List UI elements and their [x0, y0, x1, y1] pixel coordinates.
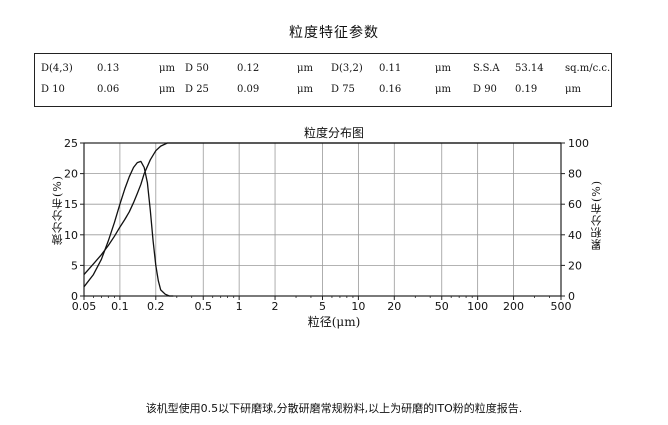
- param-value: 0.19: [515, 84, 538, 95]
- param-unit: μm: [159, 63, 175, 74]
- param-value: 0.11: [379, 63, 402, 74]
- chart-title: 粒度分布图: [303, 126, 364, 140]
- y-axis-left-label: 微分分布(%): [51, 175, 64, 246]
- x-tick-label: 200: [503, 300, 524, 313]
- param-unit: μm: [159, 84, 175, 95]
- y-axis-right-label: 累积分布(%): [590, 180, 603, 251]
- cumulative-distribution-line: [83, 142, 561, 276]
- param-value: 0.16: [379, 84, 402, 95]
- y-right-tick-label: 60: [568, 198, 582, 211]
- param-value: 0.13: [97, 63, 120, 74]
- x-tick-label: 0.5: [195, 300, 213, 313]
- y-left-tick-label: 20: [64, 168, 78, 181]
- params-row: D(4,3) 0.13 μm D 50 0.12 μm D(3,2) 0.11 μm S.S.A 5…: [35, 63, 611, 83]
- param-unit: μm: [435, 84, 451, 95]
- param-label: D 90: [473, 84, 497, 95]
- params-title: 粒度特征参数: [289, 25, 379, 41]
- x-tick-label: 500: [551, 300, 572, 313]
- x-tick-label: 2: [272, 300, 279, 313]
- param-unit: sq.m/c.c.: [565, 63, 611, 74]
- x-tick-label: 20: [387, 300, 401, 313]
- param-value: 0.09: [237, 84, 260, 95]
- param-label: D(4,3): [41, 63, 73, 74]
- param-value: 0.06: [97, 84, 120, 95]
- y-left-tick-label: 0: [71, 290, 78, 303]
- x-tick-label: 0.2: [147, 300, 165, 313]
- x-tick-label: 0.1: [111, 300, 129, 313]
- param-label: D(3,2): [331, 63, 363, 74]
- x-tick-label: 0.05: [72, 300, 97, 313]
- param-unit: μm: [565, 84, 581, 95]
- params-table: D(4,3) 0.13 μm D 50 0.12 μm D(3,2) 0.11 μm S.S.A 5…: [34, 53, 612, 107]
- differential-distribution-line: [83, 160, 174, 297]
- y-right-tick-label: 80: [568, 168, 582, 181]
- x-tick-label: 100: [467, 300, 488, 313]
- caption: 该机型使用0.5以下研磨球,分散研磨常规粉料,以上为研磨的ITO粉的粒度报告.: [145, 402, 523, 415]
- param-label: D 25: [185, 84, 209, 95]
- params-row: D 10 0.06 μm D 25 0.09 μm D 75 0.16 μm D 90 0.19 μm: [35, 84, 611, 104]
- param-label: D 75: [331, 84, 355, 95]
- param-value: 53.14: [515, 63, 544, 74]
- param-label: D 50: [185, 63, 209, 74]
- param-value: 0.12: [237, 63, 260, 74]
- x-axis-label: 粒径(μm): [307, 315, 361, 329]
- param-unit: μm: [435, 63, 451, 74]
- y-left-tick-label: 5: [71, 259, 78, 272]
- x-tick-label: 5: [319, 300, 326, 313]
- param-label: S.S.A: [473, 63, 500, 74]
- x-tick-label: 10: [351, 300, 365, 313]
- x-tick-label: 50: [435, 300, 449, 313]
- y-right-tick-label: 40: [568, 229, 582, 242]
- x-tick-label: 1: [236, 300, 243, 313]
- y-right-tick-label: 0: [568, 290, 575, 303]
- param-unit: μm: [297, 63, 313, 74]
- y-left-tick-label: 10: [64, 229, 78, 242]
- param-unit: μm: [297, 84, 313, 95]
- y-right-tick-label: 20: [568, 259, 582, 272]
- y-left-tick-label: 15: [64, 198, 78, 211]
- y-left-tick-label: 25: [64, 137, 78, 150]
- y-right-tick-label: 100: [568, 137, 589, 150]
- param-label: D 10: [41, 84, 65, 95]
